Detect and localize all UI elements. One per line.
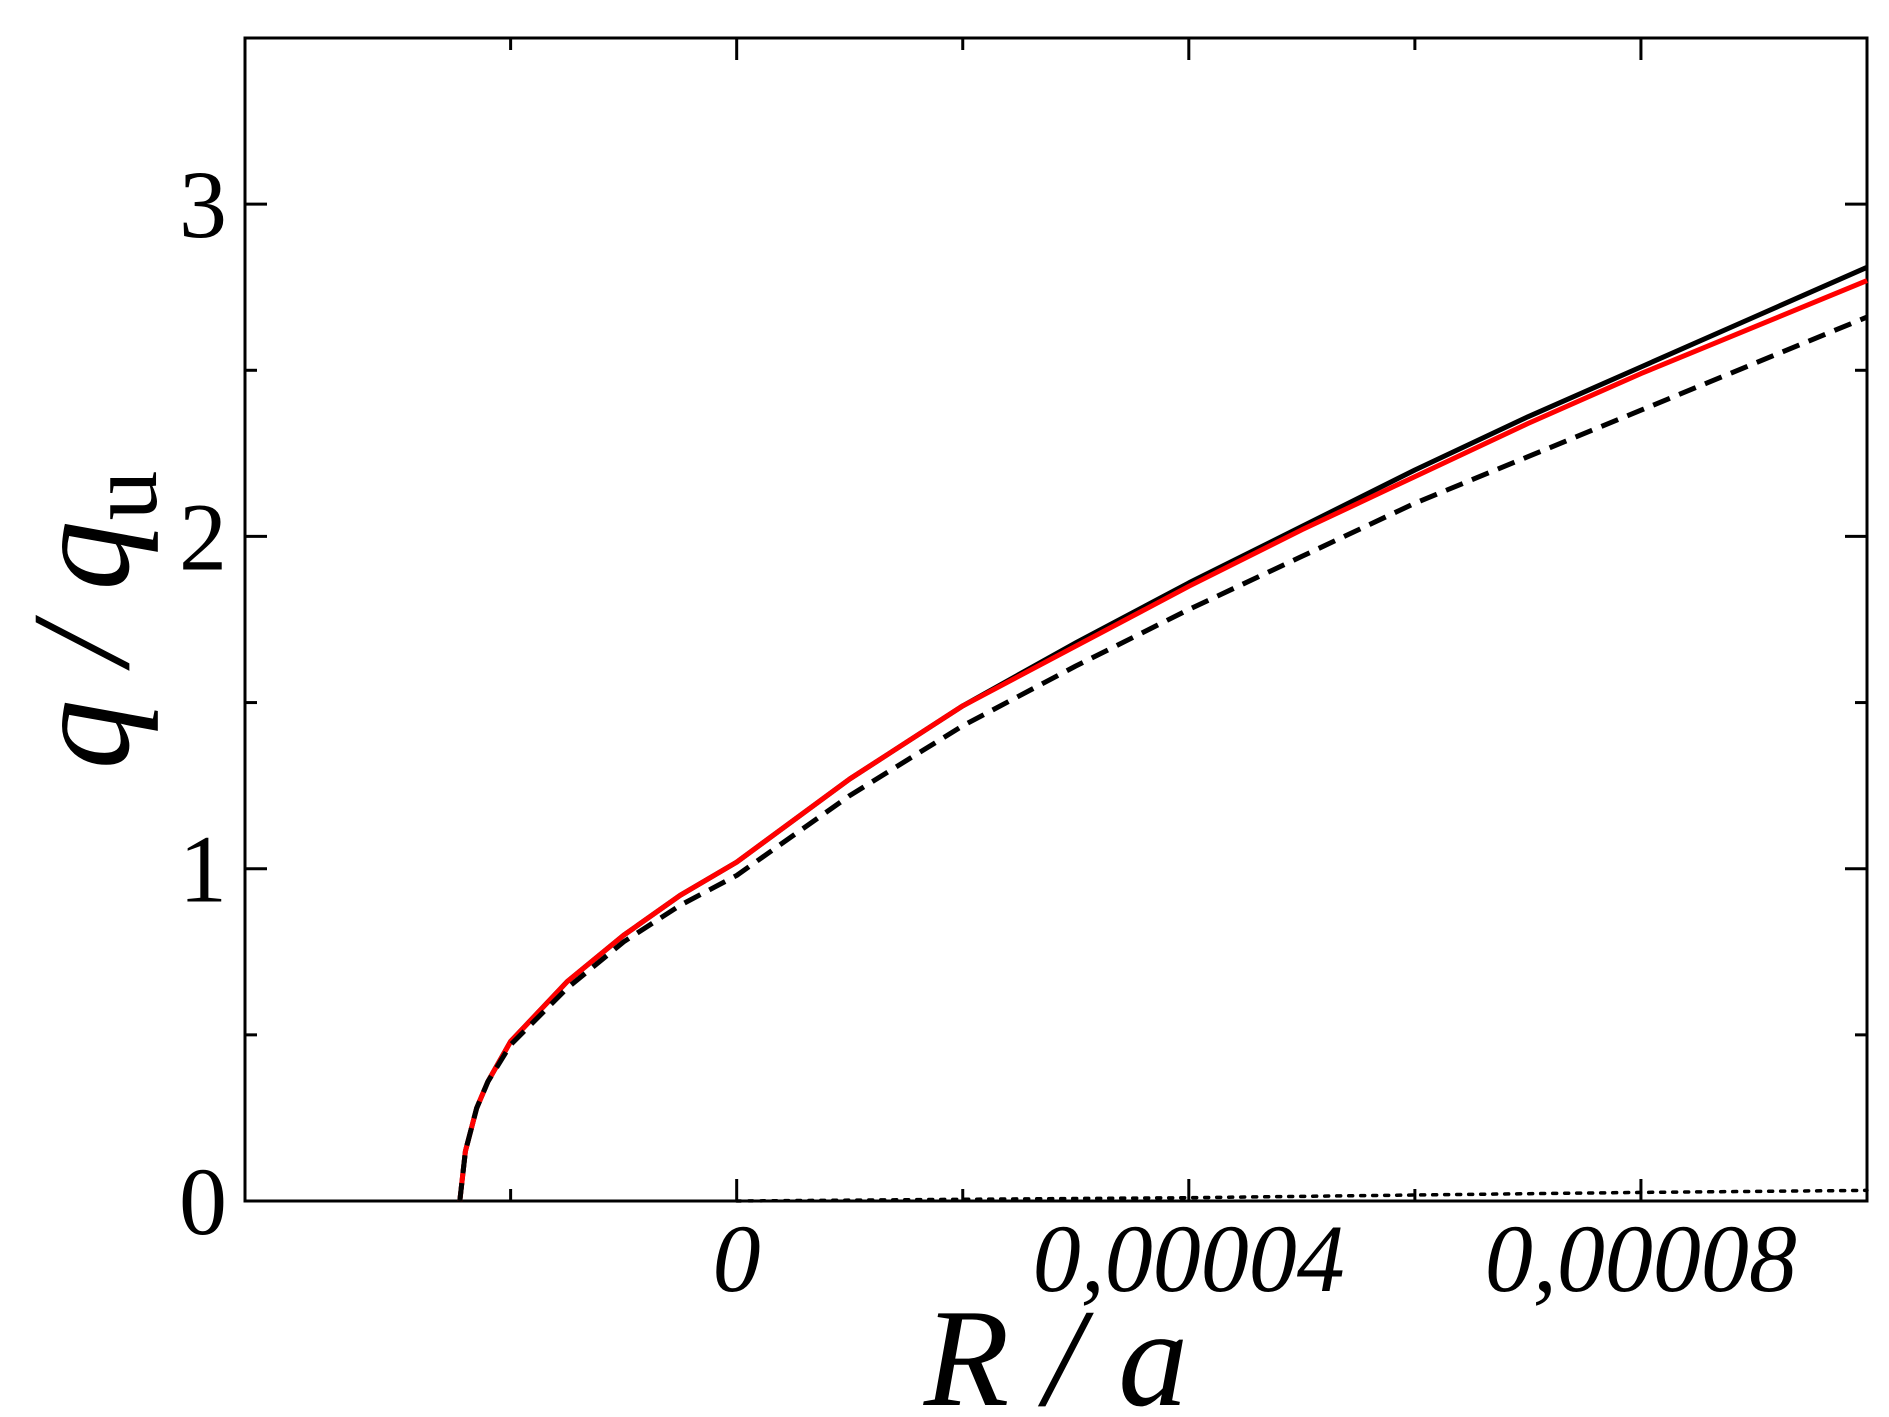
axis-ticks [245, 38, 1867, 1203]
plot-frame [243, 36, 1869, 1203]
y-axis-label-sub: u [67, 471, 178, 521]
y-tick-label: 0 [179, 1148, 227, 1255]
x-axis-label: R / a [923, 1281, 1188, 1417]
tick-labels: 0 0,00004 0,00008 0 1 2 3 [179, 151, 1797, 1312]
y-axis-label: q / qu [4, 471, 178, 770]
x-axis-label-main: R / a [923, 1281, 1188, 1417]
x-tick-label: 0 [713, 1205, 761, 1312]
series-line-1-solid [457, 278, 1868, 1202]
y-tick-label: 1 [179, 816, 227, 923]
x-tick-label: 0,00004 [1033, 1205, 1345, 1312]
series-line-3-dotted [734, 1188, 1869, 1203]
x-tick-label: 0,00008 [1485, 1205, 1797, 1312]
series-line-2-dashed [457, 314, 1868, 1202]
y-tick-label: 2 [179, 483, 227, 590]
series-layer [457, 265, 1869, 1203]
y-tick-label: 3 [179, 151, 227, 258]
series-line-0-solid [457, 265, 1869, 1202]
y-axis-label-main: q / q [4, 521, 159, 770]
